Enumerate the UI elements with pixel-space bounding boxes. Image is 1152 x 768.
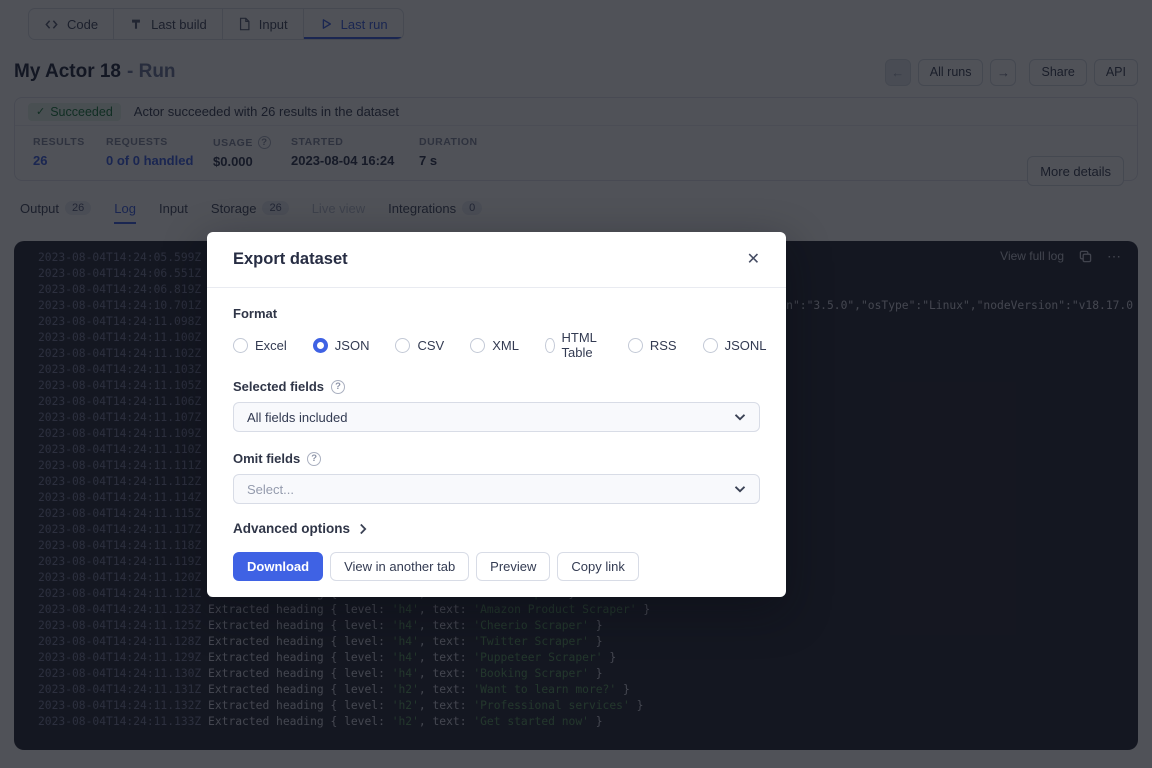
radio-button[interactable]: [312, 337, 328, 353]
format-option-label: RSS: [649, 337, 677, 353]
modal-header: Export dataset ✕: [207, 232, 786, 288]
radio-button[interactable]: [470, 337, 486, 353]
format-option-json[interactable]: JSON: [312, 330, 370, 360]
selected-fields-value: All fields included: [247, 409, 348, 425]
format-option-label: HTML Table: [561, 330, 597, 360]
chevron-right-icon: [359, 523, 367, 535]
help-icon[interactable]: ?: [307, 451, 322, 466]
radio-button[interactable]: [395, 337, 411, 353]
omit-fields-label: Omit fields: [233, 451, 301, 466]
close-icon[interactable]: ✕: [746, 250, 760, 268]
format-option-label: CSV: [417, 337, 445, 353]
export-dataset-modal: Export dataset ✕ Format Excel JSON CSV XML H…: [207, 232, 786, 597]
format-option-label: XML: [492, 337, 519, 353]
format-option-label: Excel: [255, 337, 287, 353]
format-option-excel[interactable]: Excel: [233, 330, 287, 360]
format-option-xml[interactable]: XML: [470, 330, 519, 360]
preview-button[interactable]: Preview: [476, 552, 551, 581]
format-radio-group: Excel JSON CSV XML HTML Table RSS JSONL: [233, 330, 766, 360]
copy-link-button[interactable]: Copy link: [557, 552, 639, 581]
selected-fields-label: Selected fields: [233, 379, 325, 394]
chevron-down-icon: [734, 485, 746, 493]
modal-body: Format Excel JSON CSV XML HTML Table RSS JSONL…: [207, 288, 786, 597]
advanced-options-toggle[interactable]: Advanced options: [233, 521, 760, 536]
radio-button[interactable]: [233, 337, 248, 353]
selected-fields-select[interactable]: All fields included: [233, 402, 760, 432]
format-option-label: JSON: [334, 337, 370, 353]
omit-fields-placeholder: Select...: [247, 481, 294, 497]
advanced-options-label: Advanced options: [233, 521, 351, 536]
view-in-another-tab-button[interactable]: View in another tab: [330, 552, 470, 581]
help-icon[interactable]: ?: [331, 379, 346, 394]
format-label: Format: [233, 306, 278, 321]
radio-button[interactable]: [544, 337, 555, 353]
format-option-csv[interactable]: CSV: [395, 330, 444, 360]
format-option-jsonl[interactable]: JSONL: [702, 330, 767, 360]
format-option-rss[interactable]: RSS: [627, 330, 677, 360]
radio-button[interactable]: [627, 337, 643, 353]
selected-fields-label-row: Selected fields ?: [233, 379, 760, 394]
modal-buttons: Download View in another tab Preview Cop…: [233, 552, 760, 581]
download-button[interactable]: Download: [233, 552, 324, 581]
omit-fields-label-row: Omit fields ?: [233, 451, 760, 466]
modal-title: Export dataset: [233, 250, 348, 268]
radio-button[interactable]: [702, 337, 718, 353]
format-option-label: JSONL: [724, 337, 767, 353]
omit-fields-select[interactable]: Select...: [233, 474, 760, 504]
format-option-html-table[interactable]: HTML Table: [544, 330, 602, 360]
chevron-down-icon: [734, 413, 746, 421]
